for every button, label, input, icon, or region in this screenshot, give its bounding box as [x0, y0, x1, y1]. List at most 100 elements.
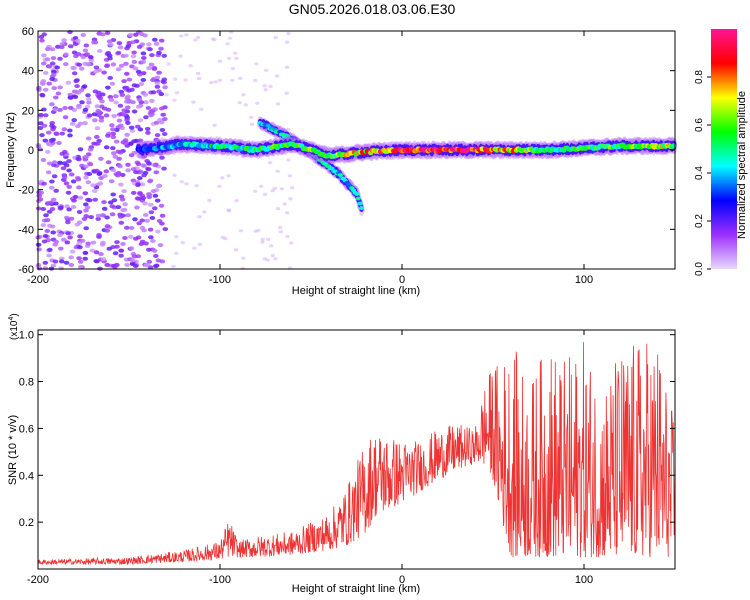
noise-blob [263, 68, 269, 72]
noise-blob [85, 241, 91, 246]
noise-blob [62, 106, 68, 110]
spectrogram-x-ticks: -200 -100 0 100 [27, 31, 593, 286]
noise-blob [285, 234, 290, 239]
noise-blob [109, 204, 115, 209]
y-tick-label: 1.0 [19, 330, 34, 342]
noise-blob [63, 260, 70, 265]
noise-blob [107, 75, 113, 80]
noise-blob [146, 247, 152, 252]
noise-blob [87, 55, 94, 59]
noise-blob [64, 240, 71, 245]
ridge-core [354, 191, 360, 196]
noise-blob [123, 61, 129, 66]
noise-blob [197, 242, 203, 246]
noise-blob [158, 92, 165, 97]
noise-blob [145, 166, 151, 171]
noise-blob [61, 127, 68, 132]
noise-blob [151, 248, 158, 253]
noise-blob [131, 83, 138, 88]
noise-blob [135, 104, 142, 109]
noise-blob [51, 72, 57, 77]
noise-blob [254, 62, 259, 66]
noise-blob [114, 172, 120, 177]
noise-blob [83, 208, 89, 213]
noise-blob [132, 264, 139, 268]
noise-blob [174, 135, 179, 139]
noise-blob [282, 202, 287, 206]
noise-blob [147, 47, 153, 52]
noise-blob [137, 127, 144, 132]
noise-blob [144, 262, 151, 267]
noise-blob [121, 112, 127, 117]
noise-blob [90, 183, 96, 188]
y-tick-label: -20 [18, 185, 34, 197]
noise-blob [131, 254, 138, 259]
noise-blob [272, 186, 277, 190]
noise-blob [160, 79, 166, 84]
noise-blob [126, 77, 133, 82]
noise-blob [131, 59, 138, 64]
noise-blob [76, 105, 82, 110]
noise-blob [135, 182, 141, 187]
noise-blob [233, 248, 239, 252]
noise-blob [36, 193, 42, 198]
noise-blob [141, 56, 147, 60]
noise-blob [78, 66, 85, 71]
y-tick-label: 40 [22, 66, 34, 78]
noise-blob [148, 202, 154, 207]
noise-blob [41, 181, 47, 186]
colorbar: 0.0 0.2 0.4 0.6 0.8 Normalized spectral ampl… [694, 29, 748, 276]
colorbar-gradient [711, 29, 737, 269]
noise-blob [162, 227, 169, 232]
noise-blob [227, 36, 233, 40]
noise-blob [230, 66, 236, 71]
noise-blob [121, 108, 127, 113]
noise-blob [143, 100, 149, 105]
noise-blob [73, 79, 79, 84]
noise-blob [37, 126, 44, 130]
spectrogram-y-ticks: -60 -40 -20 0 20 40 60 [18, 26, 675, 276]
noise-blob [183, 78, 188, 82]
noise-blob [94, 168, 100, 173]
noise-blob [49, 224, 56, 229]
spectrogram-y-label: Frequency (Hz) [5, 112, 17, 188]
noise-blob [135, 162, 142, 166]
noise-blob [40, 223, 47, 228]
noise-blob [130, 190, 137, 195]
noise-blob [129, 87, 135, 92]
noise-blob [68, 172, 75, 177]
ridge-core [285, 134, 291, 139]
noise-blob [59, 131, 65, 136]
noise-blob [91, 40, 97, 45]
noise-blob [38, 34, 45, 39]
noise-blob [90, 240, 97, 245]
noise-blob [196, 71, 201, 76]
noise-blob [95, 213, 102, 218]
snr-frame [37, 329, 676, 570]
noise-blob [148, 109, 154, 114]
noise-blob [146, 195, 152, 200]
noise-blob [179, 34, 184, 38]
noise-blob [94, 126, 101, 131]
noise-blob [116, 41, 123, 46]
noise-blob [104, 64, 110, 68]
noise-blob [125, 168, 131, 173]
noise-blob [44, 229, 51, 233]
noise-blob [131, 109, 138, 114]
noise-blob [79, 238, 86, 243]
noise-blob [184, 182, 189, 186]
noise-blob [220, 176, 225, 180]
noise-blob [82, 256, 88, 261]
noise-blob [120, 208, 126, 213]
noise-blob [110, 62, 117, 67]
noise-blob [88, 58, 95, 63]
noise-blob [60, 166, 67, 171]
noise-blob [57, 85, 63, 90]
noise-blob [68, 255, 74, 260]
noise-blob [128, 153, 135, 158]
noise-blob [273, 257, 278, 261]
noise-blob [75, 38, 81, 43]
noise-blob [270, 189, 275, 193]
noise-blob [45, 141, 52, 146]
